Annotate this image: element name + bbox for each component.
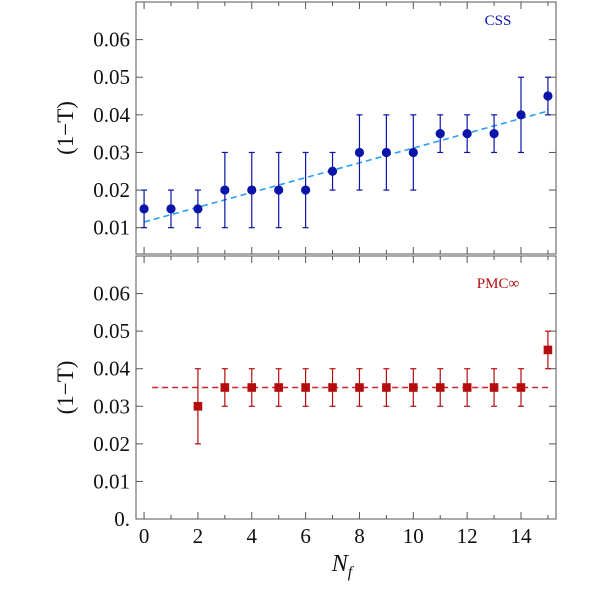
x-axis-label: Nf xyxy=(331,551,355,581)
x-tick-label: 6 xyxy=(300,524,311,548)
data-point xyxy=(381,147,391,158)
x-tick-label: 10 xyxy=(403,524,424,548)
y-tick-label: 0.02 xyxy=(93,178,130,202)
data-point xyxy=(193,204,203,214)
y-tick-label: 0.06 xyxy=(93,282,130,306)
y-tick-label: 0. xyxy=(114,507,130,531)
data-point xyxy=(435,383,445,392)
css-panel: 0.01 0.02 0.03 0.04 0.05 0.06 (1−T) CSS xyxy=(53,1,557,255)
data-point xyxy=(166,204,176,214)
fit-line xyxy=(143,110,549,223)
y-tick-label: 0.03 xyxy=(93,140,130,164)
x-tick-label: 0 xyxy=(139,524,150,548)
data-point xyxy=(516,110,526,120)
y-tick-label: 0.05 xyxy=(93,319,130,343)
x-tick-label: 8 xyxy=(354,524,365,548)
data-point xyxy=(247,383,257,392)
x-axis-label-subscript: f xyxy=(348,564,355,581)
panel-label: PMC∞ xyxy=(477,276,519,292)
panel-label: CSS xyxy=(485,13,512,29)
data-point xyxy=(327,166,338,176)
plot-frame xyxy=(135,255,557,520)
data-point xyxy=(220,383,230,392)
data-point xyxy=(435,129,445,139)
data-point xyxy=(247,185,257,195)
x-axis-label-main: N xyxy=(331,551,350,577)
data-point xyxy=(409,383,418,392)
data-point xyxy=(408,147,418,158)
data-point xyxy=(355,383,364,392)
y-tick-label: 0.06 xyxy=(93,28,130,52)
x-tick-label: 2 xyxy=(193,524,204,548)
y-axis-label: (1−T) xyxy=(53,101,78,155)
y-tick-label: 0.01 xyxy=(93,216,130,240)
data-point xyxy=(301,185,311,195)
x-tick-label: 14 xyxy=(511,524,533,548)
data-point xyxy=(489,383,499,392)
data-point xyxy=(354,147,365,158)
pmc-panel: 0. 0.01 0.02 0.03 0.04 0.05 0.06 0 2 4 6 8 10 12 14 (1−… xyxy=(53,255,557,548)
data-point xyxy=(274,383,283,392)
data-point xyxy=(193,401,203,411)
data-point xyxy=(543,345,553,355)
data-point xyxy=(328,383,337,392)
x-tick-label: 4 xyxy=(247,524,258,548)
x-tick-label: 12 xyxy=(457,524,478,548)
y-tick-label: 0.02 xyxy=(93,432,130,456)
data-point xyxy=(462,129,472,139)
y-tick-label: 0.04 xyxy=(93,103,130,127)
y-tick-label: 0.01 xyxy=(93,469,130,493)
data-point xyxy=(516,383,526,392)
data-point xyxy=(139,204,149,214)
data-point xyxy=(274,185,284,195)
y-axis-label: (1−T) xyxy=(53,361,78,415)
data-point xyxy=(301,383,310,392)
data-point xyxy=(462,383,472,392)
y-tick-label: 0.04 xyxy=(93,357,130,381)
data-point xyxy=(382,383,391,392)
y-tick-label: 0.05 xyxy=(93,65,130,89)
plot-frame xyxy=(135,1,557,255)
y-tick-label: 0.03 xyxy=(93,394,130,418)
data-point xyxy=(543,91,553,101)
data-point xyxy=(220,185,230,195)
data-point xyxy=(489,129,499,139)
